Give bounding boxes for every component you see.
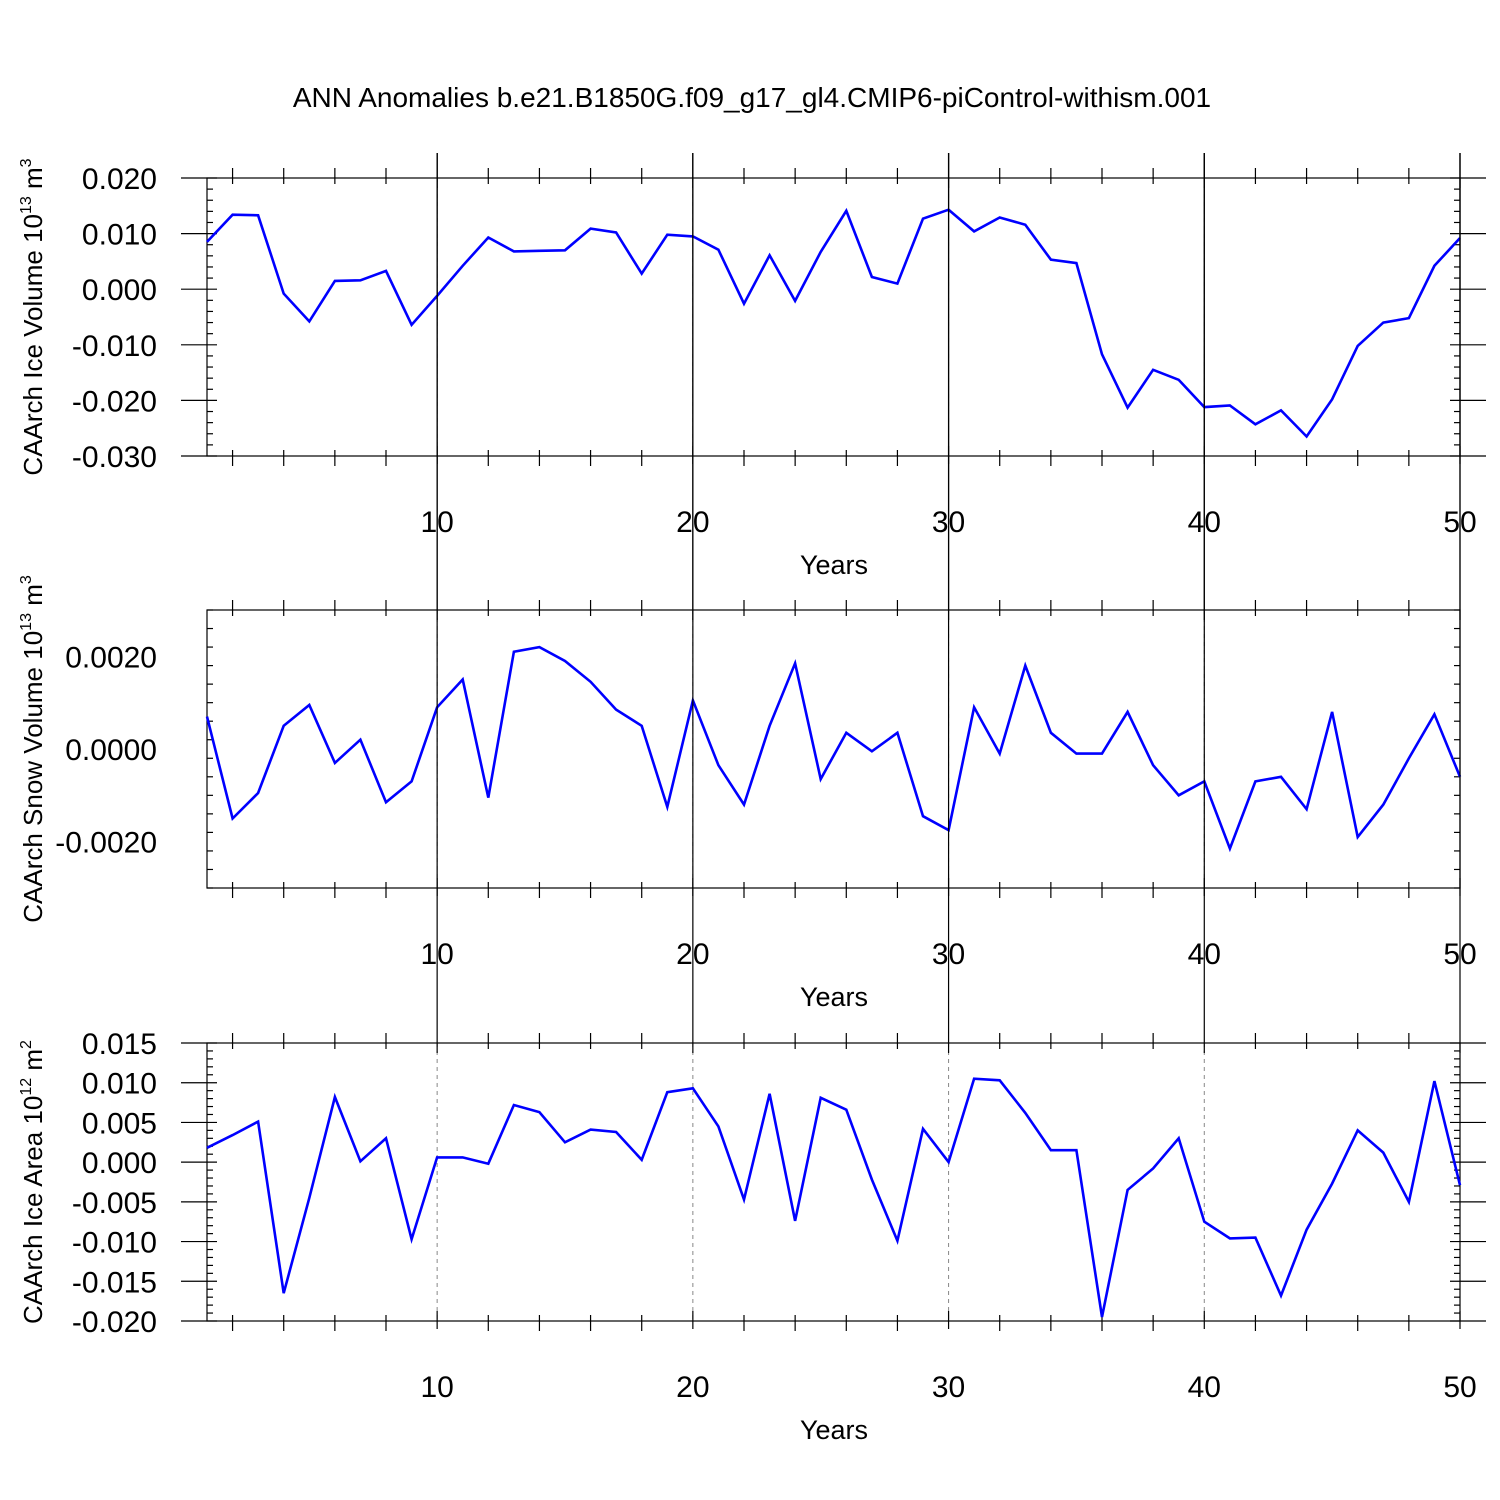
y-tick-label: 0.010	[82, 219, 157, 252]
y-tick-label: 0.005	[82, 1107, 157, 1140]
y-tick-label: -0.020	[72, 1306, 157, 1339]
y-tick-label: -0.010	[72, 1227, 157, 1260]
y-tick-label: 0.015	[82, 1028, 157, 1061]
y-tick-label: 0.020	[82, 163, 157, 196]
series-line	[205, 645, 1462, 853]
y-tick-label: 0.000	[82, 274, 157, 307]
y-axis-label: CAArch Snow Volume 1013 m3	[18, 575, 48, 923]
y-tick-label: -0.015	[72, 1266, 157, 1299]
y-axis-label-part: m	[18, 1049, 48, 1078]
x-axis-label: Years	[800, 1415, 868, 1445]
chart-panel-3: 0.015 0.010 0.005 0.000 -0.005 -0.010 -0.015 -0…	[18, 153, 1486, 1445]
y-tick-label: 0.010	[82, 1068, 157, 1101]
y-axis-label-part: m	[18, 584, 48, 613]
x-axis-label: Years	[800, 550, 868, 580]
y-axis-label-superscript: 3	[18, 158, 35, 167]
x-tick-label: 10	[420, 1371, 453, 1404]
y-axis-label-superscript: 12	[18, 1078, 35, 1096]
y-tick-label: 0.0000	[65, 734, 157, 767]
panels: 0.020 0.010 0.000 -0.010 -0.020 -0.030 10 20 30 4…	[18, 153, 1486, 1445]
y-axis-label-superscript: 2	[18, 1040, 35, 1049]
y-tick-label: 0.000	[82, 1147, 157, 1180]
series-line	[206, 207, 1461, 439]
y-axis-label-part: CAArch Ice Area 10	[18, 1096, 48, 1324]
y-axis-label-part: m	[18, 167, 48, 196]
y-axis-label-superscript: 13	[18, 196, 35, 214]
y-axis-label: CAArch Ice Area 1012 m2	[18, 1040, 48, 1324]
y-tick-label: -0.005	[72, 1187, 157, 1220]
y-axis-label: CAArch Ice Volume 1013 m3	[18, 158, 48, 475]
y-axis-label-superscript: 3	[18, 575, 35, 584]
y-tick-label: 0.0020	[65, 641, 157, 674]
x-axis-label: Years	[800, 982, 868, 1012]
y-tick-label: -0.030	[72, 441, 157, 474]
y-axis-label-superscript: 13	[18, 613, 35, 631]
y-axis-label-part: CAArch Snow Volume 10	[18, 631, 48, 923]
x-tick-label: 30	[932, 1371, 965, 1404]
series-line	[206, 1077, 1462, 1318]
x-tick-label: 50	[1443, 1371, 1476, 1404]
chart-title: ANN Anomalies b.e21.B1850G.f09_g17_gl4.C…	[293, 82, 1211, 113]
y-tick-label: -0.0020	[55, 827, 157, 860]
y-tick-label: -0.010	[72, 330, 157, 363]
x-tick-label: 40	[1188, 1371, 1221, 1404]
y-axis-label-part: CAArch Ice Volume 10	[18, 214, 48, 476]
y-tick-label: -0.020	[72, 385, 157, 418]
x-tick-label: 20	[676, 1371, 709, 1404]
